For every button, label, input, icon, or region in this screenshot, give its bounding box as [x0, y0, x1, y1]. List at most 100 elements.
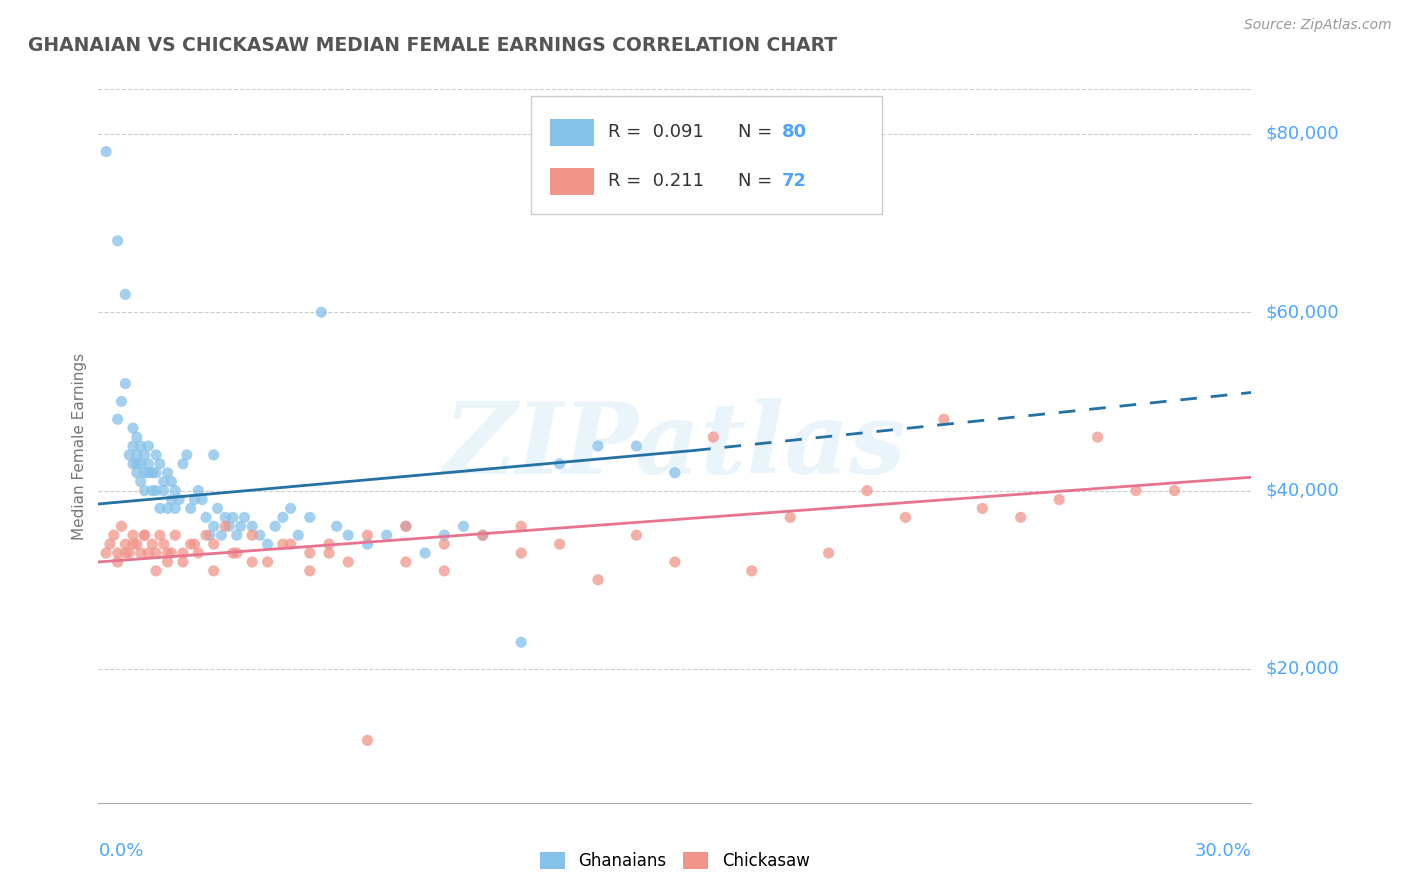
Point — [433, 528, 456, 542]
Point — [125, 466, 148, 480]
Point — [233, 510, 256, 524]
Bar — [550, 120, 595, 146]
Text: N =: N = — [738, 123, 779, 141]
Point — [264, 519, 287, 533]
Point — [356, 537, 378, 551]
Point — [586, 439, 609, 453]
Point — [114, 287, 136, 301]
Point — [218, 519, 240, 533]
Point — [122, 439, 145, 453]
Point — [318, 546, 340, 560]
Point — [134, 466, 156, 480]
Point — [817, 546, 839, 560]
Point — [114, 546, 136, 560]
Point — [202, 564, 225, 578]
Point — [894, 510, 917, 524]
FancyBboxPatch shape — [530, 96, 883, 214]
Point — [125, 537, 148, 551]
Point — [413, 546, 436, 560]
Point — [172, 457, 194, 471]
Point — [187, 546, 209, 560]
Point — [222, 546, 245, 560]
Text: $80,000: $80,000 — [1265, 125, 1339, 143]
Text: 0.0%: 0.0% — [98, 842, 143, 860]
Point — [152, 475, 174, 489]
Point — [856, 483, 879, 498]
Point — [134, 528, 156, 542]
Text: N =: N = — [738, 172, 779, 190]
Point — [145, 466, 167, 480]
Point — [229, 519, 252, 533]
Point — [202, 537, 225, 551]
Point — [240, 519, 263, 533]
Point — [395, 555, 418, 569]
Point — [375, 528, 398, 542]
Point — [129, 546, 152, 560]
Point — [225, 546, 247, 560]
Point — [356, 528, 378, 542]
Point — [149, 528, 172, 542]
Point — [122, 528, 145, 542]
Point — [138, 457, 160, 471]
Point — [110, 394, 132, 409]
Point — [138, 546, 160, 560]
Point — [125, 430, 148, 444]
Point — [160, 546, 183, 560]
Point — [280, 537, 302, 551]
Text: ZIPatlas: ZIPatlas — [444, 398, 905, 494]
Point — [125, 457, 148, 471]
Point — [141, 537, 163, 551]
Point — [222, 510, 245, 524]
Text: 30.0%: 30.0% — [1195, 842, 1251, 860]
Point — [191, 492, 214, 507]
Point — [114, 537, 136, 551]
Point — [165, 501, 187, 516]
Point — [134, 528, 156, 542]
Point — [107, 555, 129, 569]
Point — [160, 492, 183, 507]
Point — [1087, 430, 1109, 444]
Point — [932, 412, 955, 426]
Point — [240, 555, 263, 569]
Point — [214, 510, 236, 524]
Text: Source: ZipAtlas.com: Source: ZipAtlas.com — [1244, 18, 1392, 32]
Point — [141, 466, 163, 480]
Point — [141, 483, 163, 498]
Point — [118, 448, 141, 462]
Point — [129, 475, 152, 489]
Point — [586, 573, 609, 587]
Point — [325, 519, 347, 533]
Point — [741, 564, 763, 578]
Point — [195, 528, 218, 542]
Point — [149, 457, 172, 471]
Point — [510, 635, 533, 649]
Point — [510, 546, 533, 560]
Point — [122, 457, 145, 471]
Point — [125, 448, 148, 462]
Text: $20,000: $20,000 — [1265, 660, 1339, 678]
Point — [156, 555, 179, 569]
Point — [94, 546, 117, 560]
Point — [209, 528, 232, 542]
Point — [1047, 492, 1070, 507]
Point — [107, 234, 129, 248]
Point — [165, 483, 187, 498]
Point — [98, 537, 121, 551]
Text: 72: 72 — [782, 172, 807, 190]
Point — [972, 501, 994, 516]
Point — [202, 519, 225, 533]
Point — [122, 421, 145, 435]
Point — [298, 510, 321, 524]
Point — [156, 546, 179, 560]
Point — [664, 555, 686, 569]
Bar — [550, 168, 595, 194]
Point — [183, 492, 205, 507]
Point — [453, 519, 475, 533]
Point — [156, 466, 179, 480]
Point — [107, 412, 129, 426]
Point — [176, 448, 198, 462]
Y-axis label: Median Female Earnings: Median Female Earnings — [72, 352, 87, 540]
Point — [129, 457, 152, 471]
Point — [510, 519, 533, 533]
Point — [1010, 510, 1032, 524]
